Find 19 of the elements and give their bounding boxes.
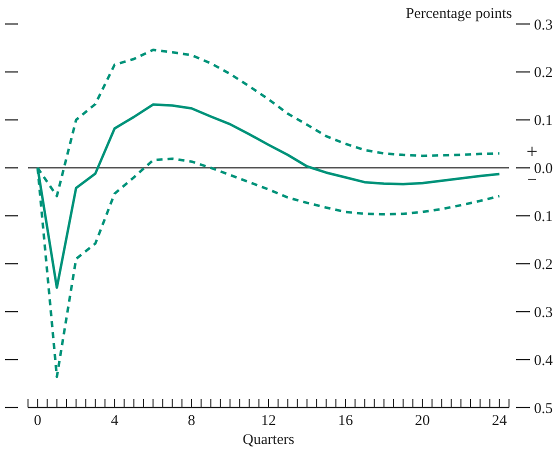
x-tick-label: 0 xyxy=(34,413,42,429)
y-tick-label: 0.1 xyxy=(534,209,553,225)
y-tick-label: 0.5 xyxy=(534,400,553,417)
y-axis-title: Percentage points xyxy=(406,6,512,22)
y-tick-label: 0.1 xyxy=(534,113,553,130)
x-tick-label: 12 xyxy=(261,413,276,429)
x-tick-label: 16 xyxy=(338,413,354,429)
x-axis-title: Quarters xyxy=(242,432,294,448)
x-tick-label: 20 xyxy=(414,413,430,429)
y-tick-label: 0.2 xyxy=(534,65,553,82)
y-tick-label: 0.0 xyxy=(534,161,553,178)
x-tick-label: 24 xyxy=(492,413,508,429)
y-tick-label: 0.4 xyxy=(534,352,554,369)
x-tick-label: 8 xyxy=(188,413,196,429)
text: + xyxy=(526,140,538,163)
y-tick-label: 0.3 xyxy=(534,17,553,34)
x-tick-label: 4 xyxy=(110,413,119,429)
y-tick-label: 0.3 xyxy=(534,304,553,321)
y-tick-label: 0.2 xyxy=(534,256,553,273)
